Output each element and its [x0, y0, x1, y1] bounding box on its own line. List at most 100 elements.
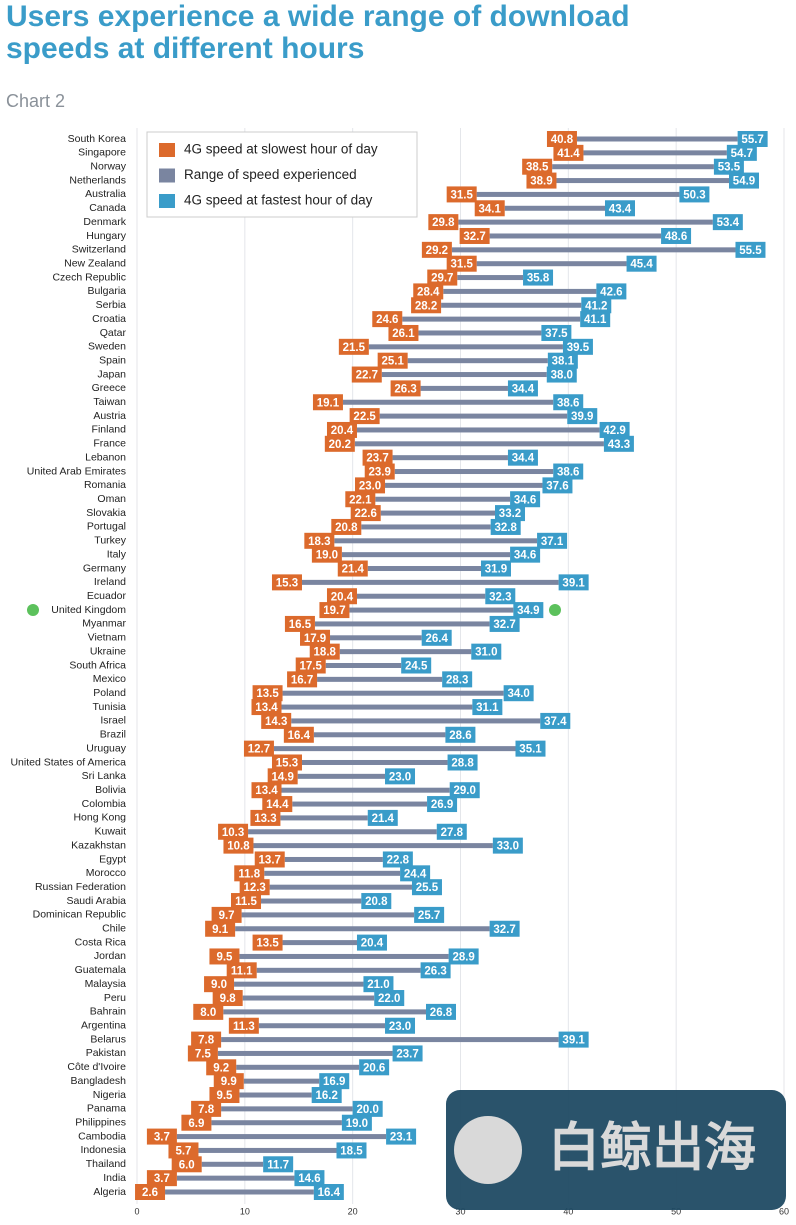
slow-marker [146, 1170, 177, 1187]
fast-marker [367, 809, 398, 826]
fast-label: 23.0 [389, 1021, 411, 1033]
fast-label: 38.1 [552, 356, 575, 368]
fast-label: 54.9 [733, 176, 755, 188]
fast-marker [523, 269, 554, 286]
range-bar [385, 482, 543, 488]
fast-label: 26.4 [425, 633, 448, 645]
fast-marker [361, 893, 392, 910]
category-label: Indonesia [80, 1144, 126, 1156]
fast-marker [547, 352, 578, 369]
slow-label: 13.3 [254, 813, 276, 825]
slow-label: 19.0 [316, 550, 338, 562]
slow-marker [522, 158, 553, 175]
slow-label: 29.8 [432, 217, 455, 229]
fast-marker [386, 1128, 417, 1145]
category-label: Slovakia [86, 507, 126, 519]
fast-label: 34.4 [512, 383, 535, 395]
category-label: Sri Lanka [82, 770, 127, 782]
fast-label: 53.4 [717, 217, 740, 229]
category-label: Spain [99, 354, 126, 366]
fast-label: 38.0 [551, 370, 573, 382]
fast-marker [495, 505, 526, 522]
chart-title: Users experience a wide range of downloa… [6, 0, 630, 65]
slow-marker [546, 131, 577, 147]
category-label: Morocco [86, 867, 126, 879]
category-label: France [93, 438, 126, 450]
slow-marker [331, 518, 362, 535]
slow-label: 29.2 [426, 245, 448, 257]
slow-marker [211, 906, 242, 923]
range-bar [476, 191, 680, 197]
fast-marker [374, 990, 405, 1007]
fast-label: 27.8 [441, 827, 464, 839]
range-bar [301, 579, 559, 585]
slow-marker [446, 186, 477, 203]
range-bar [402, 316, 581, 322]
category-label: South Korea [68, 133, 127, 145]
fast-marker [427, 796, 458, 813]
slow-marker [300, 629, 331, 646]
slow-label: 9.2 [213, 1062, 229, 1074]
fast-marker [540, 712, 571, 729]
watermark-box [446, 1090, 786, 1210]
slow-marker [191, 1031, 222, 1048]
slow-marker [212, 990, 243, 1007]
slow-label: 13.5 [256, 938, 279, 950]
range-bar [394, 469, 554, 475]
slow-marker [326, 588, 357, 605]
fast-label: 20.4 [361, 938, 384, 950]
category-label: Sweden [88, 341, 126, 353]
legend-label: Range of speed experienced [184, 167, 357, 182]
slow-marker [304, 532, 335, 549]
category-label: Ukraine [90, 645, 126, 657]
slow-label: 9.5 [216, 1090, 233, 1102]
fast-marker [448, 948, 479, 965]
slow-marker [372, 311, 403, 328]
highlight-dot [549, 604, 561, 616]
slow-marker [146, 1128, 177, 1145]
fast-marker [729, 172, 760, 189]
range-bar [418, 330, 542, 336]
fast-label: 22.0 [378, 993, 400, 1005]
fast-marker [726, 144, 757, 161]
slow-label: 16.5 [289, 619, 312, 631]
fast-label: 26.8 [430, 1007, 453, 1019]
category-label: Pakistan [86, 1047, 126, 1059]
slow-marker [526, 172, 557, 189]
slow-label: 13.4 [255, 702, 278, 714]
slow-label: 16.7 [291, 674, 313, 686]
range-bar [381, 372, 547, 378]
slow-marker [459, 227, 490, 244]
range-bar [552, 164, 714, 170]
fast-marker [599, 421, 630, 438]
fast-marker [513, 602, 544, 619]
category-label: New Zealand [64, 257, 126, 269]
slow-marker [474, 200, 505, 217]
range-bar [241, 912, 415, 918]
range-bar [476, 261, 627, 267]
slow-label: 31.5 [450, 189, 473, 201]
slow-label: 15.3 [276, 577, 298, 589]
fast-label: 31.0 [475, 647, 497, 659]
fast-label: 42.9 [603, 425, 625, 437]
fast-label: 25.7 [418, 910, 440, 922]
slow-label: 40.8 [551, 134, 574, 146]
slow-marker [326, 421, 357, 438]
slow-marker [295, 657, 326, 674]
category-label: United Arab Emirates [27, 465, 126, 477]
fast-label: 29.0 [454, 785, 476, 797]
range-bar [313, 732, 446, 738]
fast-label: 43.4 [609, 203, 632, 215]
slow-label: 29.7 [431, 273, 453, 285]
slow-label: 24.6 [376, 314, 398, 326]
category-label: Mexico [93, 673, 126, 685]
category-label: Philippines [75, 1117, 126, 1129]
category-label: Norway [90, 160, 126, 172]
slow-marker [390, 380, 421, 397]
fast-marker [311, 1087, 342, 1104]
fast-label: 43.3 [608, 439, 630, 451]
range-bar [339, 649, 472, 655]
range-bar [269, 884, 412, 890]
category-label: Taiwan [93, 396, 126, 408]
fast-marker [507, 449, 538, 466]
